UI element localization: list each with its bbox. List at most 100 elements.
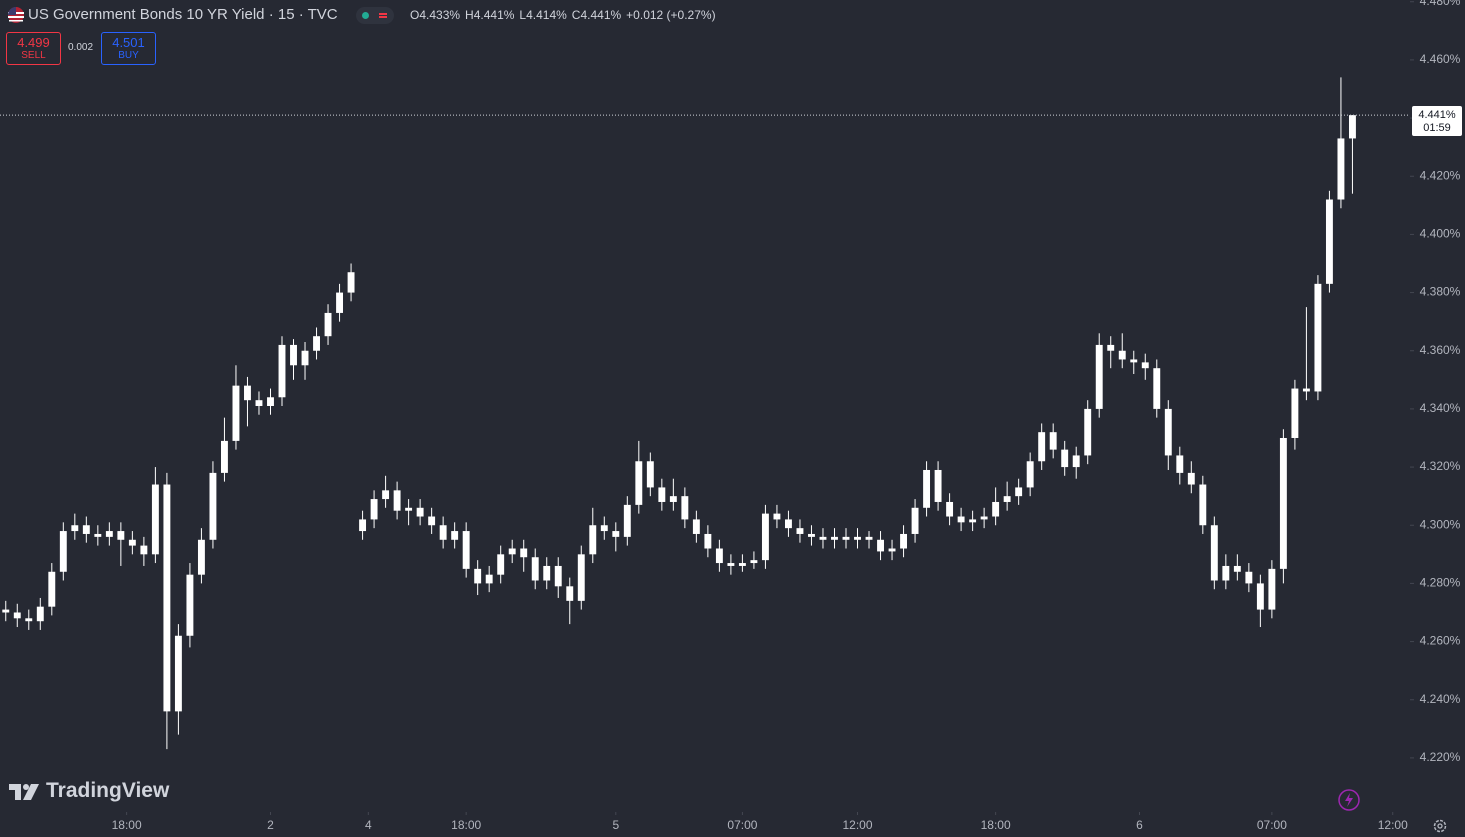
candle-body [370,499,378,520]
candle-body [128,539,136,546]
candle-body [727,563,735,566]
x-tick-label: 5 [612,818,619,832]
ohlc-value: C4.441% [571,8,622,22]
candle-body [393,490,401,511]
candle-body [646,461,654,488]
y-tick-label: 4.280% [1420,576,1461,590]
candle-body [1325,199,1333,284]
candle-body [934,469,942,502]
candle-body [900,533,908,549]
candle-body [25,618,33,622]
candle-body [1176,455,1184,473]
candle-body [451,531,459,540]
sell-price: 4.499 [17,35,50,50]
candle-body [969,519,977,523]
y-tick-label: 4.380% [1420,285,1461,299]
candle-body [1049,432,1057,450]
candle-body [784,519,792,529]
candle-body [439,525,447,540]
candle-body [267,397,274,406]
candle-body [462,531,470,569]
sell-button[interactable]: 4.499 SELL [6,32,61,65]
candle-body [163,484,171,712]
candle-body [232,385,240,441]
candle-body [589,525,597,555]
candle-body [36,606,44,622]
candle-body [831,536,838,540]
candle-body [59,531,67,572]
market-status[interactable] [356,7,394,24]
x-tick-label: 2 [267,818,274,832]
candle-body [796,528,804,534]
logo-text: TradingView [46,779,170,802]
candle-body [738,563,746,566]
ohlc-value: H4.441% [465,8,515,22]
candle-body [704,533,712,549]
candle-body [600,525,608,532]
candle-body [1302,388,1310,392]
candle-body [1015,487,1023,497]
settings-button[interactable] [1432,818,1448,834]
candle-body [1279,437,1287,569]
candle-body [681,496,689,520]
candle-body [324,312,332,337]
candle-body [1245,571,1253,584]
last-price: 4.441% [1418,109,1456,121]
candle-body [255,400,263,406]
candle-body [1291,388,1299,438]
spread: 0.002 [68,42,94,53]
candle-body [474,568,482,584]
y-tick-label: 4.340% [1420,401,1461,415]
candle-body [1118,350,1126,360]
candle-body [1199,484,1207,526]
candle-body [612,531,620,537]
candle-body [750,560,758,564]
candle-body [1130,359,1138,363]
candle-body [842,536,850,540]
candle-body [290,344,297,366]
ohlc-value: +0.012 (+0.27%) [626,8,716,22]
x-tick-label: 07:00 [1257,818,1287,832]
x-tick-label: 4 [365,818,372,832]
candle-body [1153,368,1161,409]
candle-body [923,469,931,508]
candle-body [428,516,436,526]
y-tick-label: 4.240% [1420,692,1461,706]
candle-body [220,440,228,473]
last-price-tag: 4.441% 01:59 [1412,106,1462,136]
candle-body [819,536,827,540]
candle-body [359,519,367,532]
candle-body [94,533,102,537]
candle-body [531,557,539,581]
candle-body [301,350,309,366]
lightning-button[interactable] [1337,788,1361,812]
x-tick-label: 18:00 [112,818,142,832]
candle-body [658,487,666,502]
candle-body [151,484,159,555]
y-tick-label: 4.420% [1420,168,1461,182]
candle-body [1003,496,1011,502]
us-flag [8,7,24,23]
candle-body [186,574,194,636]
logo-mark [9,784,39,800]
candle-body [543,565,551,581]
buy-price: 4.501 [112,35,145,50]
candle-body [508,548,516,555]
candle-body [1210,525,1218,581]
candle-body [554,565,562,587]
symbol-title[interactable]: US Government Bonds 10 YR Yield · 15 · T… [28,6,338,23]
y-tick-label: 4.480% [1420,0,1461,8]
candle-body [854,536,861,540]
candle-body [405,507,413,511]
candle-body [1268,568,1276,610]
candle-body [520,548,528,558]
sell-label: SELL [21,50,46,61]
candle-body [692,519,700,534]
candle-body [497,554,505,575]
candle-body [1233,565,1241,572]
candle-body [278,344,286,398]
candle-body [1314,283,1322,392]
buy-button[interactable]: 4.501 BUY [101,32,156,65]
candle-body [957,516,965,523]
